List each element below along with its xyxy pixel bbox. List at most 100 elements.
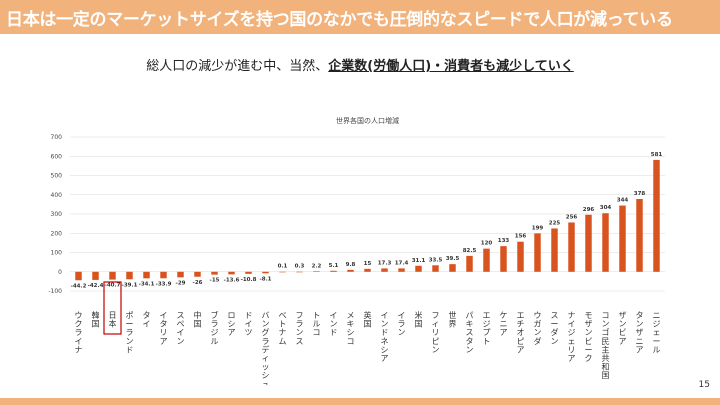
data-label: 199 — [532, 225, 544, 231]
data-label: -29 — [176, 280, 186, 286]
data-label: -34.1 — [139, 281, 155, 287]
category-label: モザンビーク — [585, 311, 593, 363]
data-label: 378 — [634, 191, 646, 197]
bar — [602, 213, 609, 272]
bar — [653, 159, 660, 272]
y-tick-label: 500 — [51, 173, 63, 180]
data-label: 0.3 — [295, 264, 305, 270]
data-label: 17.4 — [395, 260, 409, 266]
bar — [364, 268, 371, 272]
slide-title: 日本は一定のマーケットサイズを持つ国のなかでも圧倒的なスピードで人口が減っている — [6, 5, 673, 30]
data-label: 225 — [549, 220, 561, 226]
category-label: 世界 — [449, 310, 457, 329]
bar — [126, 271, 133, 280]
y-tick-label: 100 — [51, 250, 63, 257]
data-label: 156 — [515, 234, 527, 240]
data-label: 33.5 — [429, 257, 443, 263]
category-label: メキシコ — [347, 311, 355, 346]
chart-title: 世界各国の人口増減 — [336, 116, 399, 125]
category-label: 米国 — [415, 310, 423, 329]
y-tick-label: 700 — [51, 134, 63, 141]
data-label: 581 — [651, 152, 663, 158]
slide-title-bold: 圧倒的なスピードで人口が減っている — [389, 10, 673, 30]
page-number: 15 — [698, 380, 710, 390]
category-label: フランス — [296, 311, 304, 346]
bar — [551, 228, 558, 272]
y-tick-label: 0 — [58, 269, 62, 276]
data-label: 2.2 — [312, 263, 322, 269]
data-label: 256 — [566, 214, 578, 220]
data-label: 31.1 — [412, 258, 426, 264]
subtitle-prefix: 総人口の減少が進む中、当然、 — [146, 59, 329, 74]
data-label: 82.5 — [463, 248, 477, 254]
data-label: -44.2 — [71, 283, 87, 289]
footer-bar — [0, 398, 720, 405]
category-label: スペイン — [177, 311, 185, 346]
category-label: ウガンダ — [534, 311, 542, 346]
category-label: ケニア — [500, 311, 508, 337]
data-label: 39.5 — [446, 256, 460, 262]
bar — [534, 233, 541, 272]
category-label: 日本 — [109, 311, 117, 329]
category-label: イタリア — [160, 311, 168, 346]
bar — [585, 214, 592, 272]
data-label: -40.7 — [105, 283, 121, 289]
population-change-chart: 世界各国の人口増減 -100 0 100 200 300 400 500 600 700 -44.2… — [48, 116, 665, 385]
bar — [211, 271, 218, 275]
bar — [245, 271, 252, 274]
slide-subtitle: 総人口の減少が進む中、当然、企業数(労働人口)・消費者も減少していく — [0, 55, 720, 74]
data-label: -39.1 — [122, 282, 138, 288]
data-label: 15 — [364, 261, 372, 267]
bar — [398, 268, 405, 272]
y-tick-label: 200 — [51, 230, 63, 237]
category-label: ロシア — [228, 311, 236, 337]
bar — [160, 271, 167, 279]
data-label: -33.9 — [156, 281, 172, 287]
bar — [75, 271, 82, 281]
bar — [296, 271, 303, 273]
category-label: イラン — [398, 311, 406, 337]
category-label: 韓国 — [92, 310, 100, 329]
y-tick-label: -100 — [48, 288, 62, 295]
category-label: ニジェール — [653, 311, 661, 354]
data-label: 120 — [481, 241, 493, 247]
bar — [347, 269, 354, 272]
bar — [194, 271, 201, 277]
bar — [262, 271, 269, 274]
y-tick-label: 300 — [51, 211, 63, 218]
data-label: 304 — [600, 205, 612, 211]
bar — [381, 268, 388, 272]
bar — [279, 271, 286, 273]
bar — [466, 255, 473, 272]
bar — [415, 265, 422, 272]
data-label: 17.3 — [378, 260, 392, 266]
bar — [432, 265, 439, 272]
data-label: -10.8 — [241, 277, 257, 283]
bar — [92, 271, 99, 280]
category-label: トルコ — [313, 311, 321, 337]
slide-title-normal: 日本は一定のマーケットサイズを持つ国のなかでも — [6, 10, 390, 30]
category-label: ブラジル — [211, 310, 219, 346]
data-label: -42.4 — [88, 283, 104, 289]
bar — [449, 264, 456, 272]
bar — [619, 205, 626, 272]
bar — [330, 270, 337, 272]
data-label: -15 — [210, 278, 220, 284]
data-label: 9.8 — [346, 262, 356, 268]
category-label: インドネシア — [381, 311, 389, 363]
category-label: インド — [330, 311, 338, 337]
category-label: 英国 — [364, 310, 372, 329]
subtitle-emphasis: 企業数(労働人口)・消費者も減少していく — [328, 59, 574, 74]
bar — [500, 246, 507, 272]
category-label: ナイジェリア — [568, 311, 576, 363]
category-label: ベトナム — [279, 311, 287, 346]
bar — [517, 241, 524, 272]
category-label: ドイツ — [245, 311, 253, 337]
category-label: エチオピア — [517, 311, 525, 354]
data-label: 296 — [583, 207, 595, 213]
data-label: -13.6 — [224, 277, 240, 283]
category-label: 中国 — [194, 310, 202, 329]
header-bar: 日本は一定のマーケットサイズを持つ国のなかでも圧倒的なスピードで人口が減っている — [0, 0, 720, 34]
category-label: スーダン — [551, 311, 559, 346]
highlight-box — [103, 281, 122, 335]
